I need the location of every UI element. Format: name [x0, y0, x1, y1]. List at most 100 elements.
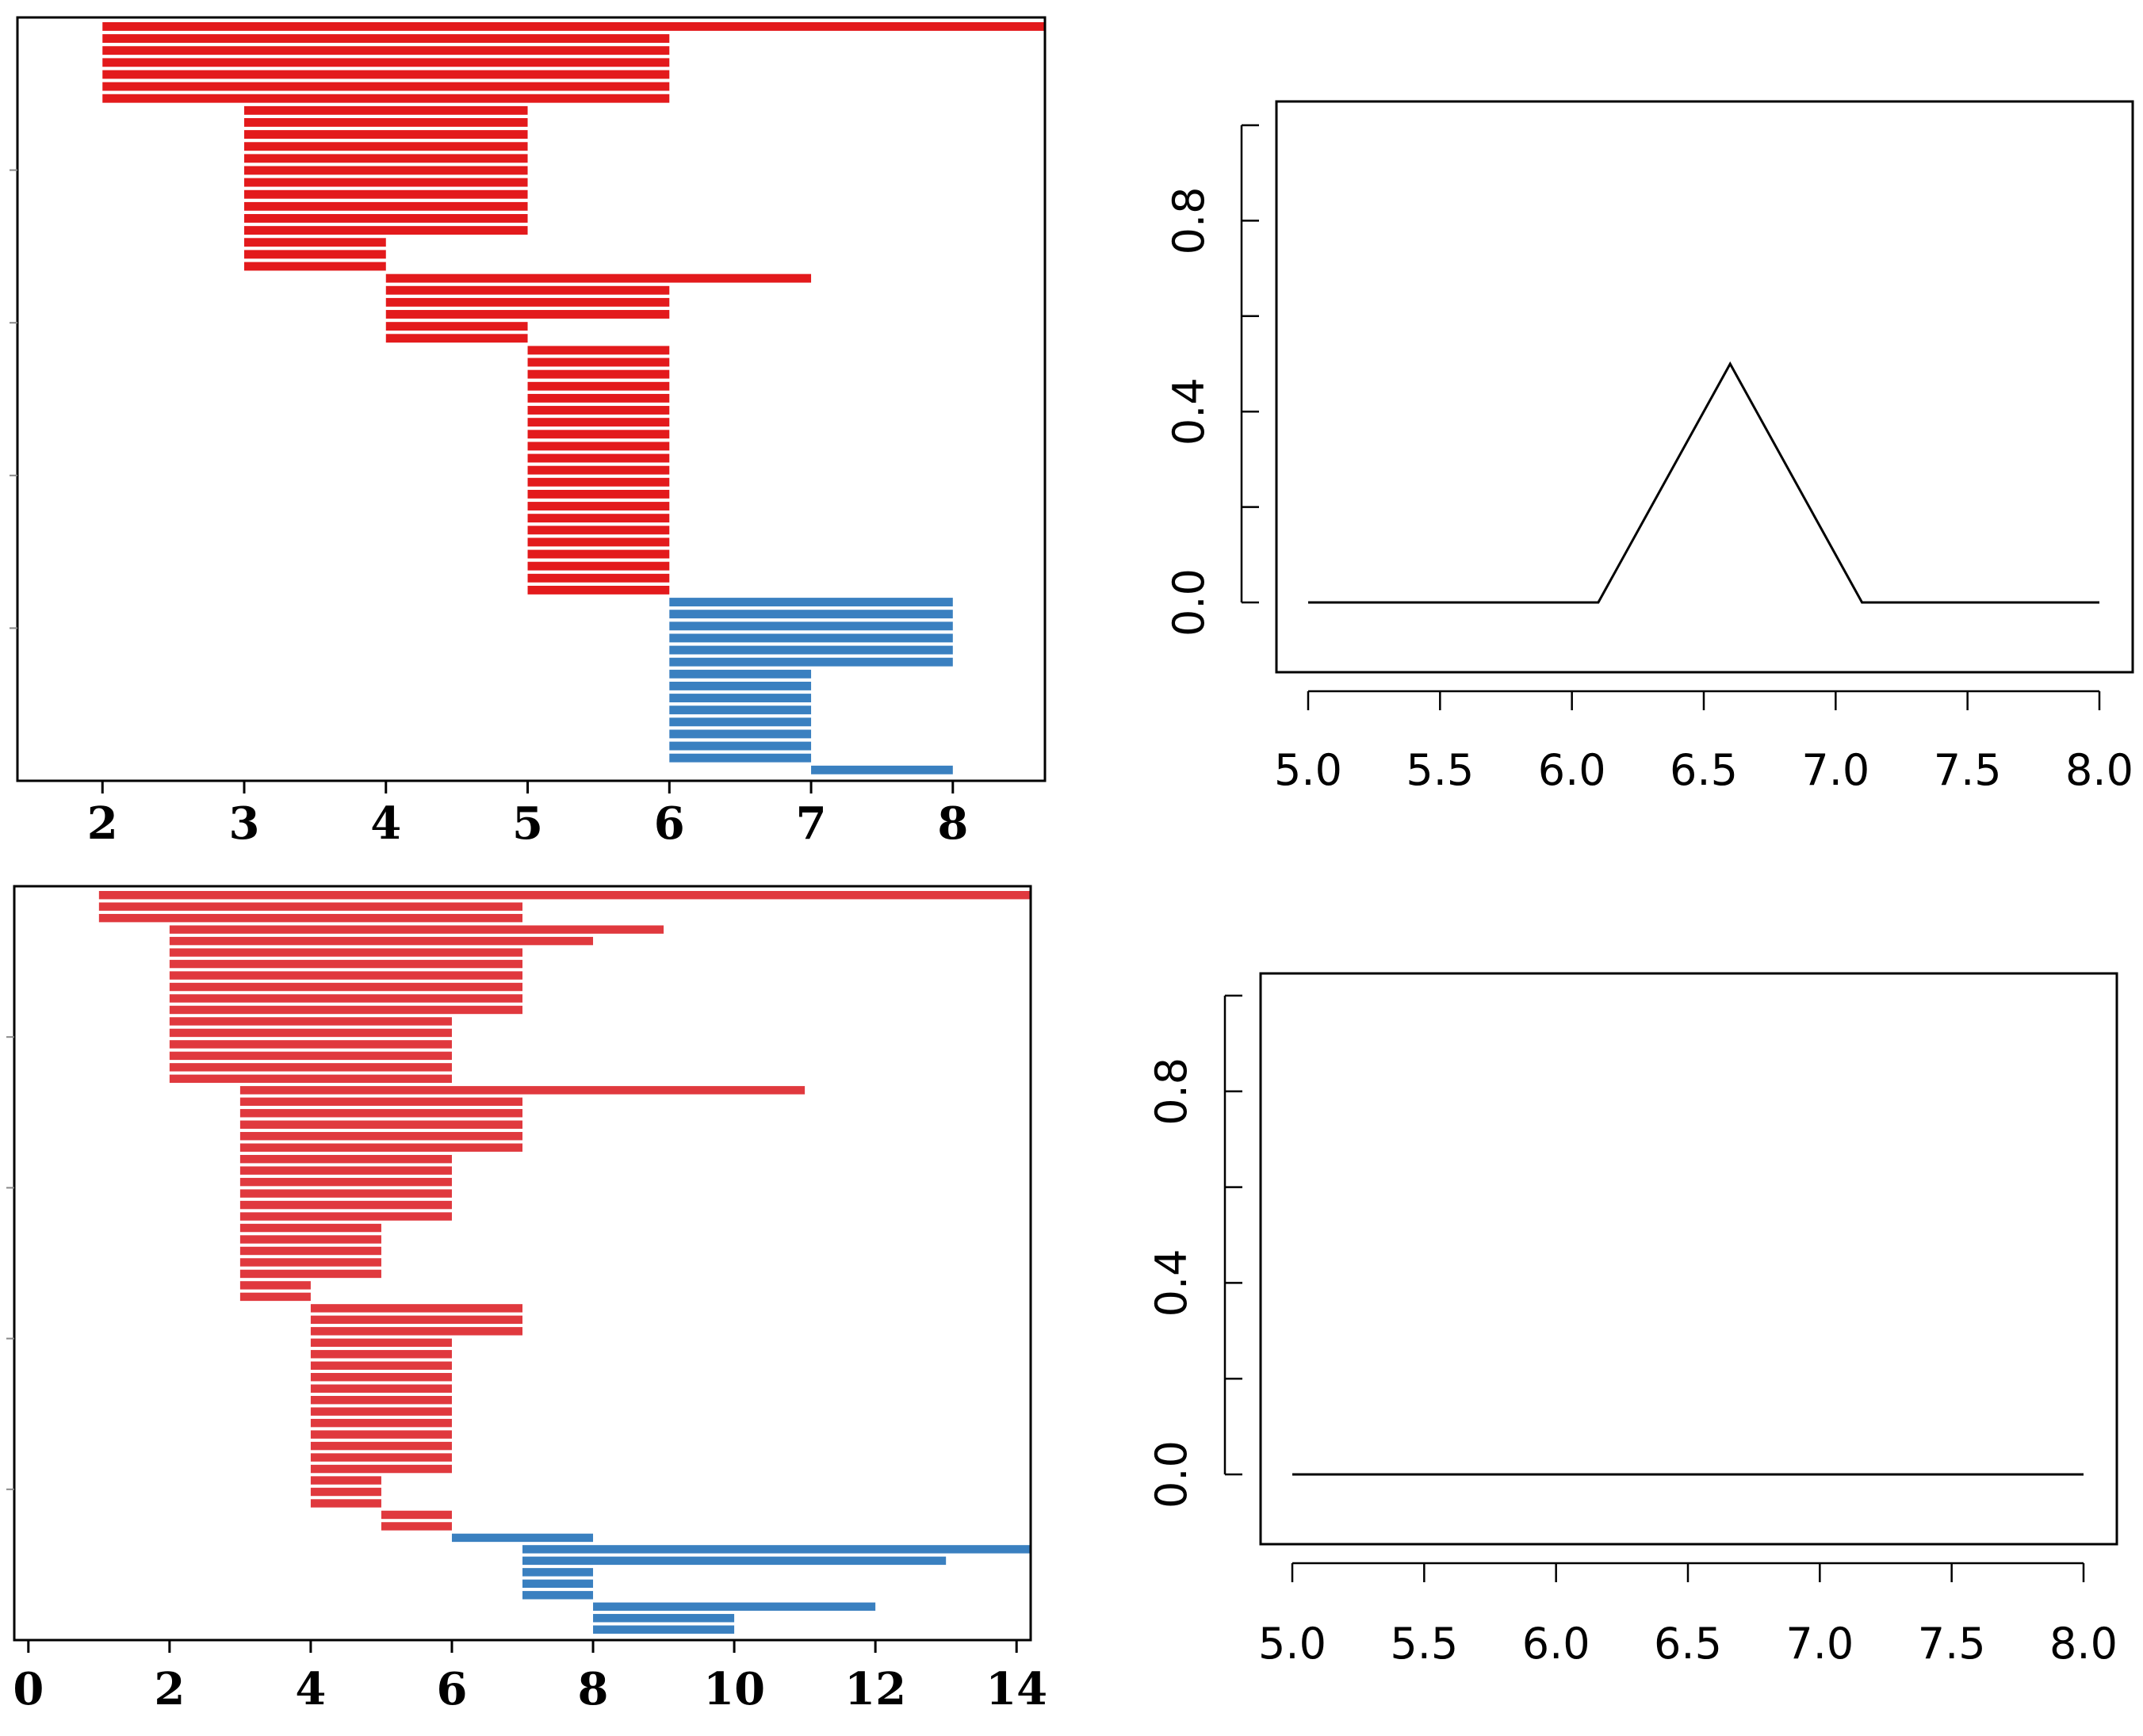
x-tick-label: 6: [436, 1663, 467, 1715]
x-tick-label: 8.0: [2065, 745, 2133, 795]
x-tick-label: 0: [13, 1663, 44, 1715]
interval-bar-red-43: [310, 1384, 452, 1393]
interval-bar-blue-9: [669, 705, 812, 715]
interval-bar-red-18: [244, 238, 386, 247]
interval-bar-red-49: [310, 1453, 452, 1462]
interval-bar-red-41: [527, 514, 670, 523]
series-line-line: [1308, 361, 2099, 604]
interval-bar-red-28: [527, 358, 670, 367]
interval-bar-red-54: [381, 1510, 452, 1520]
interval-bar-red-10: [244, 142, 528, 151]
interval-bar-red-0: [98, 891, 1031, 900]
panel-top-left-interval-chart: 2 3 4 5 6 7 8: [10, 16, 1047, 850]
interval-bar-red-34: [239, 1281, 311, 1290]
interval-bar-blue-3: [522, 1568, 594, 1577]
interval-bar-red-1: [102, 34, 670, 44]
interval-bar-red-45: [527, 561, 670, 571]
interval-bar-red-13: [244, 178, 528, 187]
interval-bar-red-2: [98, 913, 523, 923]
interval-bar-blue-6: [593, 1602, 876, 1611]
interval-bar-blue-3: [669, 633, 953, 643]
interval-bar-red-24: [239, 1166, 452, 1175]
interval-bar-blue-10: [669, 717, 812, 727]
panel-bottom-left-interval-chart: 0 2 4 6 8 10 12 14: [6, 885, 1047, 1715]
interval-bar-red-21: [239, 1132, 522, 1141]
interval-bar-red-19: [239, 1109, 522, 1118]
interval-bar-red-16: [169, 1074, 452, 1084]
interval-bar-blue-4: [669, 645, 953, 655]
interval-bar-red-4: [169, 936, 594, 946]
x-tick-label: 12: [844, 1663, 906, 1715]
interval-bar-red-37: [310, 1315, 522, 1325]
interval-bar-red-2: [102, 46, 670, 55]
interval-bar-red-35: [527, 442, 670, 451]
x-tick-label: 14: [985, 1663, 1047, 1715]
interval-bar-blue-5: [522, 1591, 594, 1600]
x-tick-label: 4: [295, 1663, 326, 1715]
x-tick-label: 6.5: [1654, 1619, 1722, 1669]
interval-bar-red-34: [527, 430, 670, 439]
x-tick-label: 7.0: [1785, 1619, 1854, 1669]
interval-bar-red-23: [239, 1154, 452, 1164]
interval-bar-red-24: [385, 310, 670, 319]
interval-bar-red-40: [310, 1350, 452, 1359]
plot-frame: [1259, 972, 2118, 1546]
x-tick-label: 8.0: [2049, 1619, 2118, 1669]
interval-bar-blue-11: [669, 729, 812, 739]
interval-bar-blue-7: [593, 1614, 735, 1623]
x-tick-label: 6.0: [1538, 745, 1606, 795]
x-tick-label: 5.0: [1258, 1619, 1326, 1669]
interval-bar-red-30: [527, 381, 670, 391]
interval-bar-red-7: [169, 971, 522, 980]
interval-bar-red-6: [169, 959, 522, 969]
x-tick-label: 5.5: [1406, 745, 1474, 795]
interval-bar-red-36: [527, 453, 670, 463]
interval-bar-red-44: [527, 549, 670, 559]
interval-bar-red-15: [169, 1063, 452, 1072]
interval-bar-red-9: [169, 994, 522, 1003]
interval-bar-red-11: [244, 154, 528, 163]
interval-bar-red-26: [385, 334, 528, 343]
interval-bar-red-36: [310, 1304, 522, 1313]
interval-bar-red-3: [102, 58, 670, 67]
interval-bar-red-27: [239, 1200, 452, 1210]
interval-bar-red-14: [169, 1051, 452, 1061]
interval-bar-red-32: [239, 1258, 381, 1267]
interval-bar-red-17: [244, 226, 528, 235]
interval-bar-red-13: [169, 1040, 452, 1049]
interval-bar-red-45: [310, 1407, 452, 1416]
interval-bar-red-42: [527, 526, 670, 535]
panel-top-right-line-chart: 0.0 0.4 0.8 5.0 5.5 6.0 6.5 7.0 7.5 8.0: [1164, 100, 2134, 795]
interval-bar-blue-8: [669, 694, 812, 703]
interval-bar-red-20: [244, 262, 386, 271]
interval-bar-red-8: [244, 118, 528, 127]
interval-bar-blue-5: [669, 657, 953, 667]
interval-bar-red-27: [527, 346, 670, 355]
interval-bar-blue-0: [669, 598, 953, 606]
y-tick-label: 0.4: [1164, 377, 1214, 445]
x-tick-label: 6.0: [1522, 1619, 1590, 1669]
interval-bar-red-1: [98, 902, 523, 911]
interval-bar-red-47: [527, 585, 670, 595]
x-tick-label: 6.5: [1670, 745, 1738, 795]
x-tick-label: 7.5: [1918, 1619, 1986, 1669]
interval-bar-red-22: [385, 285, 670, 295]
interval-bar-red-33: [239, 1269, 381, 1279]
interval-bar-red-38: [527, 477, 670, 487]
x-tick-label: 6: [654, 797, 685, 850]
interval-bar-red-20: [239, 1120, 522, 1129]
interval-bar-blue-13: [669, 753, 812, 763]
x-tick-label: 8: [578, 1663, 609, 1715]
interval-bar-red-52: [310, 1487, 381, 1497]
interval-bar-red-51: [310, 1476, 381, 1485]
y-tick-label: 0.0: [1164, 568, 1214, 637]
interval-bar-red-42: [310, 1373, 452, 1382]
interval-bar-red-31: [527, 393, 670, 403]
interval-bar-red-48: [310, 1441, 452, 1451]
interval-bar-red-43: [527, 537, 670, 547]
y-tick-label: 0.0: [1146, 1440, 1196, 1508]
interval-bar-red-37: [527, 465, 670, 475]
interval-bar-red-4: [102, 70, 670, 79]
interval-bar-red-44: [310, 1395, 452, 1405]
x-tick-label: 3: [229, 797, 260, 850]
